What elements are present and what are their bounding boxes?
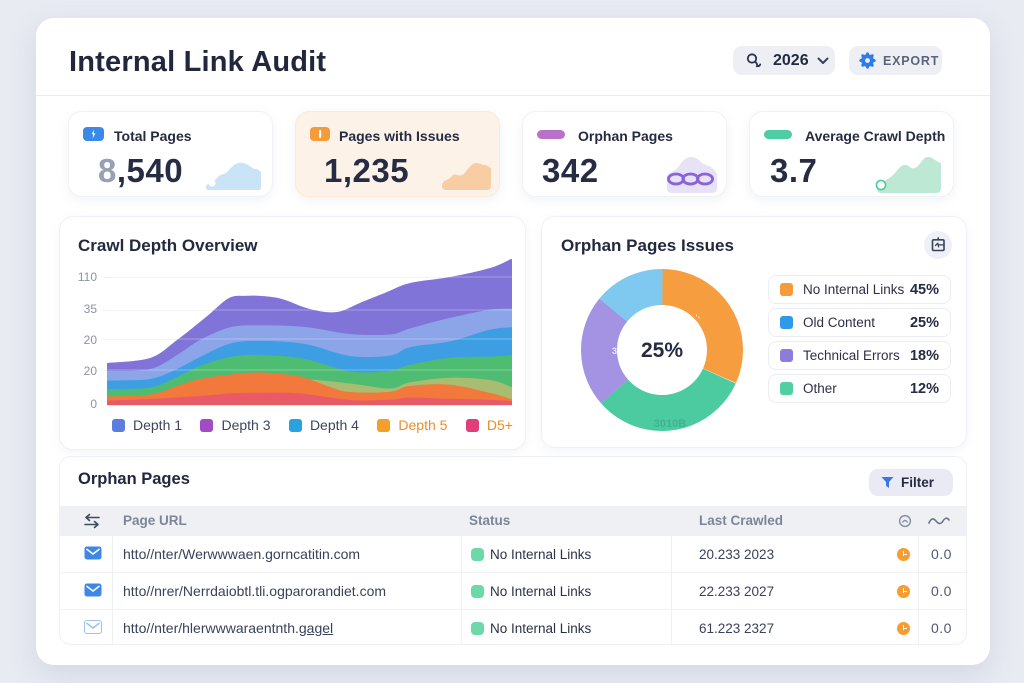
svg-text:25%: 25%: [641, 339, 683, 362]
svg-text:32: 32: [612, 346, 622, 356]
svg-text:3010B: 3010B: [654, 418, 686, 430]
